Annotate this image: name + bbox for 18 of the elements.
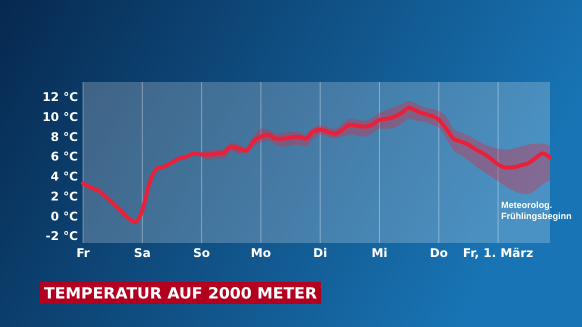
x-tick-label: Mi xyxy=(371,246,388,260)
x-tick-label: Sa xyxy=(134,246,151,260)
x-tick-label: Mo xyxy=(250,246,271,260)
y-tick-label: 2 °C xyxy=(50,189,78,204)
y-tick-label: 4 °C xyxy=(50,170,78,184)
y-tick-label: -2 °C xyxy=(46,229,78,244)
y-tick-label: 12 °C xyxy=(42,90,78,104)
x-tick-label: Fr xyxy=(76,246,90,260)
x-tick-label: So xyxy=(193,246,210,260)
annotation: Meteorolog. Frühlingsbeginn xyxy=(501,200,572,221)
y-tick-label: 0 °C xyxy=(50,209,78,224)
text: TEMPERATUR AUF 2000 METER xyxy=(44,284,318,303)
x-tick-label: Di xyxy=(313,246,328,260)
x-tick-label: Fr, 1. März xyxy=(462,246,534,260)
y-tick-label: 6 °C xyxy=(50,150,78,164)
y-tick-label: 8 °C xyxy=(50,130,78,144)
y-tick-label: 10 °C xyxy=(42,110,78,124)
x-tick-label: Do xyxy=(430,246,448,260)
